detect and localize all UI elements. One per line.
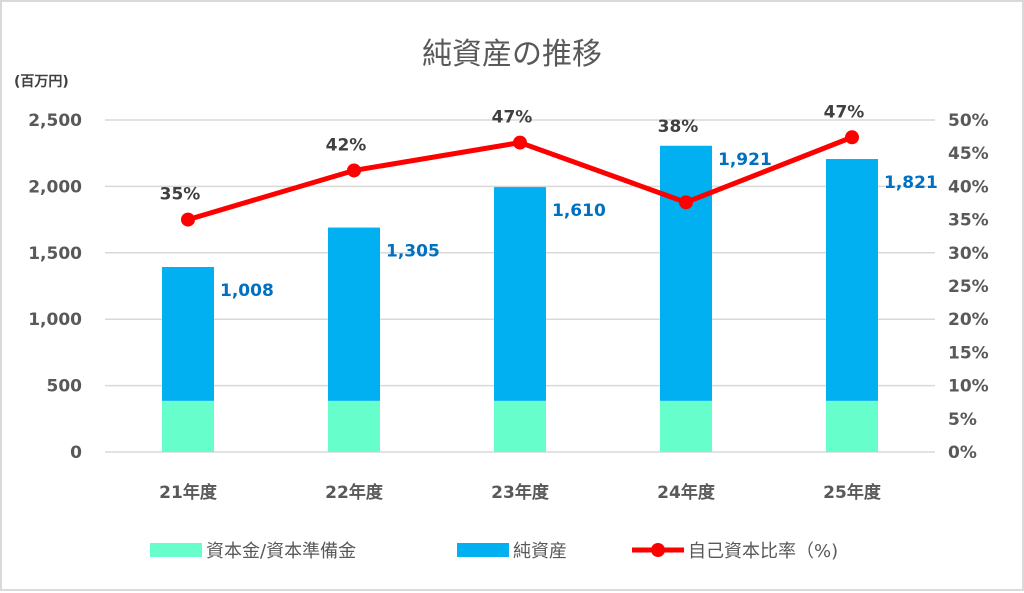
legend-label: 資本金/資本準備金 [206, 541, 356, 562]
left-axis-tick: 1,500 [28, 244, 82, 264]
ratio-value-label: 42% [326, 135, 367, 155]
right-axis-tick: 45% [948, 144, 989, 164]
net-assets-bar [494, 187, 546, 401]
left-axis-tick: 2,500 [28, 111, 82, 131]
legend-marker-icon [651, 543, 665, 557]
ratio-marker [347, 163, 361, 178]
legend-item: 資本金/資本準備金 [150, 541, 356, 562]
legend-item: 自己資本比率（%) [632, 541, 838, 562]
x-axis-ticks: 21年度 22年度 23年度 24年度 25年度 [159, 482, 882, 503]
right-axis-tick: 30% [948, 244, 989, 264]
left-axis-tick: 500 [47, 377, 83, 397]
ratio-marker [513, 135, 527, 150]
legend-label: 自己資本比率（%) [688, 541, 838, 562]
x-axis-tick: 24年度 [657, 482, 716, 503]
x-axis-tick: 22年度 [325, 482, 384, 503]
bar-series [162, 145, 878, 452]
net-assets-value-label: 1,305 [386, 242, 440, 262]
left-axis-tick: 1,000 [28, 310, 82, 330]
ratio-value-label: 47% [824, 102, 865, 122]
right-axis-tick: 15% [948, 343, 989, 363]
net-assets-bar [660, 145, 712, 401]
y-axis-unit-label: (百万円) [14, 74, 69, 90]
net-assets-value-label: 1,921 [718, 150, 772, 170]
ratio-value-labels: 35% 42% 47% 38% 47% [160, 102, 865, 204]
right-axis-tick: 5% [948, 410, 977, 430]
x-axis-tick: 23年度 [491, 482, 550, 503]
left-axis-ticks: 0 500 1,000 1,500 2,000 2,500 [28, 111, 82, 463]
legend-swatch [457, 543, 509, 557]
left-axis-tick: 2,000 [28, 177, 82, 197]
legend-label: 純資産 [513, 541, 567, 562]
bar-value-labels: 1,008 1,305 1,610 1,921 1,821 [220, 150, 938, 301]
net-assets-value-label: 1,008 [220, 281, 274, 301]
x-axis-tick: 25年度 [823, 482, 882, 503]
net-assets-value-label: 1,821 [884, 173, 938, 193]
ratio-value-label: 38% [658, 117, 699, 137]
net-assets-bar [328, 227, 380, 401]
legend-item: 純資産 [457, 541, 567, 562]
legend-swatch [150, 543, 202, 557]
x-axis-tick: 21年度 [159, 482, 218, 503]
ratio-line-series [181, 130, 859, 227]
ratio-marker [181, 212, 195, 227]
capital-bar [660, 400, 712, 452]
right-axis-tick: 40% [948, 177, 989, 197]
capital-bar [494, 400, 546, 452]
ratio-marker [679, 195, 693, 210]
left-axis-tick: 0 [70, 443, 82, 463]
right-axis-tick: 50% [948, 111, 989, 131]
capital-bar [826, 400, 878, 452]
ratio-value-label: 35% [160, 185, 201, 205]
legend: 資本金/資本準備金 純資産 自己資本比率（%) [150, 541, 838, 562]
right-axis-tick: 0% [948, 443, 977, 463]
capital-bar [328, 400, 380, 452]
right-axis-tick: 25% [948, 277, 989, 297]
right-axis-tick: 20% [948, 310, 989, 330]
net-assets-bar [826, 159, 878, 401]
right-axis-ticks: 0% 5% 10% 15% 20% 25% 30% 35% 40% 45% 50% [948, 111, 989, 463]
capital-bar [162, 400, 214, 452]
right-axis-tick: 35% [948, 211, 989, 231]
chart-title: 純資産の推移 [422, 37, 602, 72]
net-assets-value-label: 1,610 [552, 201, 606, 221]
net-assets-bar [162, 267, 214, 401]
right-axis-tick: 10% [948, 377, 989, 397]
ratio-marker [845, 130, 859, 145]
ratio-value-label: 47% [492, 108, 533, 128]
